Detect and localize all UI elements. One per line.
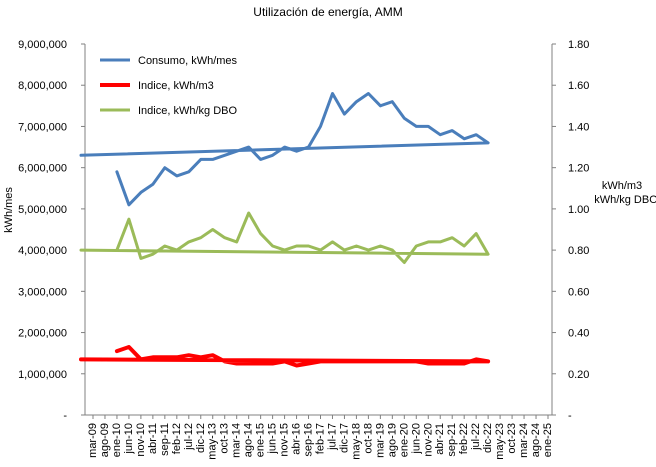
x-tick-label: feb-22 xyxy=(458,423,470,454)
legend-label: Consumo, kWh/mes xyxy=(138,55,238,67)
left-y-tick-label: 8,000,000 xyxy=(18,80,67,92)
x-tick-label: mar-19 xyxy=(374,423,386,458)
right-axis-label-2: kWh/kg DBO xyxy=(594,194,656,206)
left-y-tick-label: 4,000,000 xyxy=(18,245,67,257)
right-axis-label-1: kWh/m3 xyxy=(602,180,642,192)
x-tick-label: sep-11 xyxy=(159,423,171,456)
left-y-tick-label: 6,000,000 xyxy=(18,163,67,175)
right-y-tick-label: 0.80 xyxy=(568,245,589,257)
x-tick-label: nov-20 xyxy=(422,423,434,457)
x-tick-label: ene-10 xyxy=(111,423,123,457)
x-tick-label: mar-14 xyxy=(231,423,243,458)
x-tick-label: ago-19 xyxy=(386,423,398,457)
x-tick-label: abr-11 xyxy=(147,423,159,454)
x-tick-label: abr-16 xyxy=(291,423,303,455)
x-tick-label: sep-21 xyxy=(446,423,458,457)
x-tick-label: ene-20 xyxy=(398,423,410,457)
left-y-tick-label: 1,000,000 xyxy=(18,369,67,381)
x-tick-label: may-18 xyxy=(350,423,362,460)
right-y-tick-label: 0.40 xyxy=(568,328,589,340)
chart-title: Utilización de energía, AMM xyxy=(253,5,402,19)
x-tick-label: feb-12 xyxy=(171,423,183,454)
series-1 xyxy=(79,345,491,368)
series-0 xyxy=(79,92,490,207)
x-tick-label: abr-21 xyxy=(434,423,446,455)
series-2 xyxy=(79,211,490,264)
legend-label: Indice, kWh/m3 xyxy=(138,80,214,92)
x-tick-label: jul-22 xyxy=(470,423,482,451)
x-tick-label: dic-12 xyxy=(195,423,207,453)
x-tick-label: ene-25 xyxy=(542,423,554,457)
x-tick-label: jun-20 xyxy=(410,423,422,455)
right-y-tick-label: 1.00 xyxy=(568,204,589,216)
series-line xyxy=(79,345,491,368)
legend: Consumo, kWh/mes Indice, kWh/m3 Indice, kW… xyxy=(100,55,238,117)
right-y-tick-label: 0.60 xyxy=(568,286,589,298)
left-y-axis: - 1,000,000 2,000,000 3,000,000 4,000,000 5,0… xyxy=(18,39,85,422)
right-y-tick-label: 1.60 xyxy=(568,80,589,92)
x-tick-label: mar-24 xyxy=(518,423,530,458)
x-tick-label: may-23 xyxy=(494,423,506,460)
x-tick-label: ago-09 xyxy=(99,423,111,457)
x-tick-label: may-13 xyxy=(207,423,219,460)
x-tick-label: nov-10 xyxy=(135,423,147,457)
x-tick-label: jun-15 xyxy=(267,423,279,455)
series-line xyxy=(79,211,490,264)
x-tick-label: oct-13 xyxy=(219,423,231,454)
legend-label: Indice, kWh/kg DBO xyxy=(138,105,237,117)
x-tick-label: nov-15 xyxy=(279,423,291,457)
left-y-tick-label: 9,000,000 xyxy=(18,39,67,51)
right-y-tick-label: 1.20 xyxy=(568,163,589,175)
x-tick-label: jul-17 xyxy=(326,423,338,451)
x-tick-label: jun-10 xyxy=(123,423,135,455)
x-tick-label: sep-16 xyxy=(303,423,315,457)
right-y-axis: - 0.20 0.40 0.60 0.80 1.00 1.20 1.40 1.60 1.80 xyxy=(552,39,589,422)
x-tick-label: mar-09 xyxy=(87,423,99,458)
x-tick-label: ene-15 xyxy=(255,423,267,457)
right-y-tick-label: 0.20 xyxy=(568,369,589,381)
left-y-tick-label: 7,000,000 xyxy=(18,121,67,133)
right-y-tick-label: - xyxy=(568,410,572,422)
left-y-tick-label: 3,000,000 xyxy=(18,286,67,298)
left-y-tick-label: 2,000,000 xyxy=(18,328,67,340)
x-tick-label: ago-24 xyxy=(530,423,542,457)
left-axis-label: kWh/mes xyxy=(3,187,15,233)
series-layer xyxy=(79,92,491,368)
series-line xyxy=(79,92,490,207)
x-tick-label: jul-12 xyxy=(183,423,195,451)
right-y-tick-label: 1.80 xyxy=(568,39,589,51)
x-axis: mar-09 ago-09 ene-10 jun-10 nov-10 abr-11 sep-… xyxy=(87,415,554,460)
right-y-tick-label: 1.40 xyxy=(568,121,589,133)
x-tick-label: dic-22 xyxy=(482,423,494,453)
x-tick-label: oct-18 xyxy=(362,423,374,454)
left-y-tick-label: - xyxy=(63,410,67,422)
left-y-tick-label: 5,000,000 xyxy=(18,204,67,216)
x-tick-label: ago-14 xyxy=(243,423,255,457)
x-tick-label: oct-23 xyxy=(506,423,518,454)
x-tick-label: feb-17 xyxy=(315,423,327,454)
x-tick-label: dic-17 xyxy=(338,423,350,453)
